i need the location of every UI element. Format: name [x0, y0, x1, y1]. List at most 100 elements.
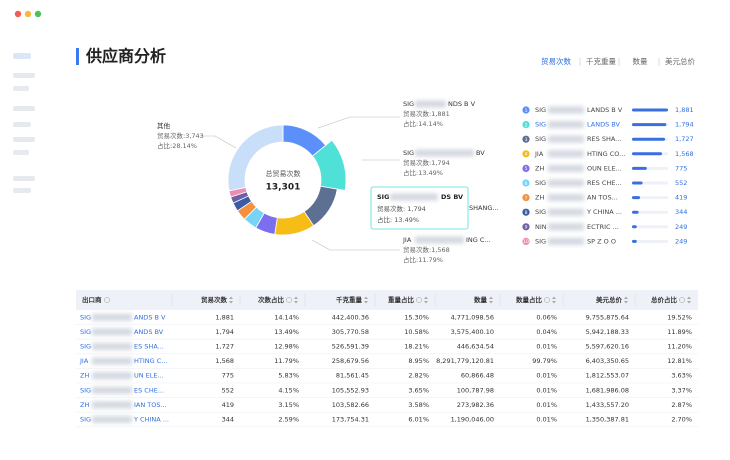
ranking-name: Y CHINA ...	[586, 208, 622, 216]
redacted-text	[92, 372, 132, 380]
sidebar-item[interactable]	[13, 106, 35, 111]
exporter-link[interactable]: ANDS B V	[134, 313, 166, 321]
ranking-bar	[632, 137, 666, 141]
exporter-link[interactable]: SIG	[80, 386, 91, 394]
callout-name: BV	[476, 149, 485, 157]
rank-number: 7	[525, 195, 528, 201]
ranking-name: SIG	[535, 179, 546, 187]
maximize-button[interactable]	[34, 10, 42, 18]
close-button[interactable]	[14, 10, 22, 18]
ranking-value: 249	[675, 223, 687, 231]
sort-icon[interactable]	[229, 296, 233, 304]
ranking-value: 1,881	[675, 106, 694, 114]
ranking-name: OUN ELE...	[587, 164, 622, 172]
rank-number: 8	[525, 210, 528, 216]
table-cell: 3.37%	[671, 386, 692, 394]
exporter-link[interactable]: ZH	[80, 372, 89, 380]
title-accent	[76, 48, 79, 65]
sort-icon[interactable]	[424, 296, 428, 304]
exporter-link[interactable]: HTING C...	[134, 357, 167, 365]
sidebar-item[interactable]	[13, 137, 35, 142]
table-cell: 6,403,350.65	[586, 357, 629, 365]
table-cell: 1,881	[215, 313, 234, 321]
tooltip-name: DS BV	[441, 193, 463, 201]
donut-center-value: 13,301	[266, 183, 301, 193]
table-cell: 1,568	[215, 357, 234, 365]
column-header: 总价占比	[651, 295, 678, 304]
ranking-name: LANDS B V	[587, 106, 623, 114]
exporter-link[interactable]: SIG	[80, 328, 91, 336]
leader-line	[317, 116, 400, 129]
sidebar-item[interactable]	[13, 122, 31, 127]
sidebar-item[interactable]	[13, 73, 35, 78]
sort-icon[interactable]	[687, 296, 691, 304]
exporter-link[interactable]: JIA	[79, 357, 89, 365]
table-cell: 18.21%	[404, 343, 429, 351]
sidebar-item[interactable]	[13, 86, 29, 91]
exporter-link[interactable]: ZH	[80, 401, 89, 409]
callout-line: 贸易次数:1,794	[403, 158, 450, 167]
ranking-value: 552	[675, 179, 687, 187]
sort-icon[interactable]	[364, 296, 368, 304]
donut-segment	[311, 139, 347, 191]
column-header: 贸易次数	[201, 295, 228, 304]
rank-badge	[522, 223, 530, 231]
bar-track	[632, 196, 668, 200]
info-icon	[416, 297, 422, 303]
exporter-link[interactable]: ES SHA...	[134, 343, 164, 351]
rank-badge	[522, 179, 530, 187]
exporter-link[interactable]: SIG	[80, 343, 91, 351]
column-header: 千克重量	[336, 295, 363, 304]
exporter-link[interactable]: ANDS BV	[134, 328, 164, 336]
sidebar-item[interactable]	[13, 53, 31, 59]
table-header	[76, 290, 698, 310]
minimize-button[interactable]	[24, 10, 32, 18]
exporter-link[interactable]: SIG	[80, 416, 91, 424]
redacted-text	[92, 357, 132, 365]
sidebar-item[interactable]	[13, 150, 29, 155]
redacted-text	[415, 236, 464, 244]
tab[interactable]: 贸易次数	[541, 56, 571, 66]
callout-name: SIG	[403, 149, 414, 157]
ranking-bar	[632, 225, 637, 229]
redacted-text	[548, 237, 584, 245]
redacted-text	[548, 135, 584, 143]
callout-name: NDS B V	[448, 100, 476, 108]
ranking-value: 1,727	[675, 135, 694, 143]
donut-segment	[227, 124, 284, 192]
sidebar-item[interactable]	[13, 188, 31, 193]
bar-track	[632, 225, 668, 229]
rank-number: 10	[523, 239, 529, 245]
callout-line: 占比:28.14%	[157, 141, 197, 150]
rank-badge	[522, 150, 530, 158]
ranking-value: 1,568	[675, 150, 694, 158]
tab[interactable]: 数量	[633, 56, 648, 66]
sidebar-item[interactable]	[13, 176, 35, 181]
exporter-link[interactable]: SIG	[80, 313, 91, 321]
redacted-text	[92, 401, 132, 409]
redacted-text	[92, 416, 132, 423]
callout-line: 占比:13.49%	[403, 168, 443, 177]
redacted-text	[92, 386, 132, 394]
column-header: 数量	[474, 295, 488, 304]
table-cell: 10.58%	[404, 328, 429, 336]
sort-icon[interactable]	[294, 296, 298, 304]
table-cell: 15.30%	[404, 313, 429, 321]
tab[interactable]: 千克重量	[586, 56, 616, 66]
sort-icon[interactable]	[624, 296, 628, 304]
ranking-name: SIG	[535, 121, 546, 129]
table-cell: 13.49%	[274, 328, 299, 336]
leader-line	[200, 135, 237, 149]
tab[interactable]: 美元总价	[665, 56, 695, 66]
sort-icon[interactable]	[552, 296, 556, 304]
table-cell: 3,575,400.10	[451, 328, 494, 336]
table-cell: 419	[222, 401, 234, 409]
exporter-link[interactable]: ES CHE...	[134, 386, 164, 394]
sort-icon[interactable]	[489, 296, 493, 304]
exporter-link[interactable]: UN ELE...	[134, 372, 164, 380]
exporter-link[interactable]: Y CHINA ...	[133, 416, 169, 424]
callout-name: SHANG...	[469, 204, 499, 212]
exporter-link[interactable]: IAN TOS...	[134, 401, 167, 409]
